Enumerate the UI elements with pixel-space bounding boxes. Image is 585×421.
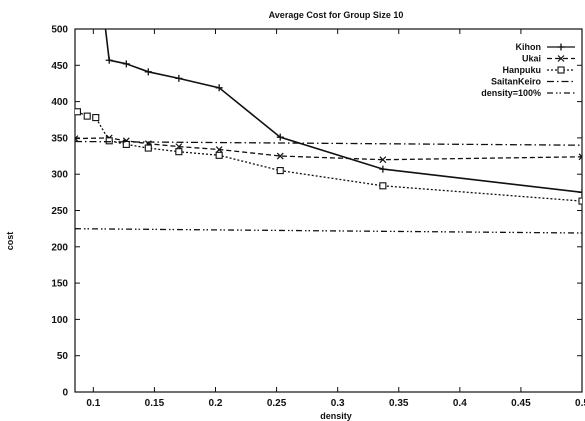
series-layer (75, 29, 582, 234)
legend-label-ukai: Ukai (522, 54, 541, 64)
data-point-kihon (578, 188, 582, 196)
x-tick-label: 0.25 (267, 398, 287, 409)
data-point-hanpuku (75, 108, 81, 116)
data-point-kihon (276, 133, 284, 141)
x-tick-label: 0.35 (389, 398, 409, 409)
data-point-kihon (105, 56, 113, 64)
data-point-kihon (122, 60, 130, 68)
data-point-ukai (578, 153, 582, 161)
x-tick-label: 0.2 (209, 398, 223, 409)
legend-marker-kihon (557, 43, 565, 51)
y-tick-label: 0 (62, 388, 68, 399)
legend-label-kihon: Kihon (516, 42, 542, 52)
x-tick-label: 0.3 (331, 398, 345, 409)
y-tick-label: 100 (51, 315, 68, 326)
data-point-hanpuku (578, 197, 582, 205)
x-tick-label: 0.15 (145, 398, 165, 409)
data-point-kihon (215, 84, 223, 92)
x-tick-label: 0.45 (511, 398, 531, 409)
data-point-hanpuku (276, 167, 284, 175)
data-point-ukai (75, 135, 79, 143)
data-point-hanpuku (379, 182, 387, 190)
x-axis-title: density (320, 411, 352, 421)
y-tick-label: 400 (51, 97, 68, 108)
x-tick-label: 0.1 (86, 398, 100, 409)
data-point-kihon (144, 68, 152, 76)
y-tick-label: 250 (51, 206, 68, 217)
y-tick-label: 350 (51, 133, 68, 144)
data-point-hanpuku (175, 148, 183, 156)
y-tick-label: 300 (51, 170, 68, 181)
data-point-kihon (175, 74, 183, 82)
legend-marker-hanpuku (557, 66, 565, 74)
data-point-hanpuku (122, 140, 130, 148)
data-point-kihon (379, 165, 387, 173)
legend-marker-ukai (557, 55, 565, 62)
data-point-hanpuku (144, 144, 152, 152)
data-point-ukai (215, 146, 223, 153)
x-tick-label: 0.5 (575, 398, 585, 409)
x-tick-label: 0.4 (453, 398, 467, 409)
series-line-kihon (104, 29, 582, 194)
data-point-ukai (379, 156, 387, 164)
y-tick-label: 150 (51, 279, 68, 290)
series-line-saitankeiro (75, 140, 582, 146)
y-axis-title: cost (5, 232, 15, 251)
y-tick-label: 500 (51, 25, 68, 36)
y-tick-label: 50 (57, 351, 69, 362)
chart-title: Average Cost for Group Size 10 (269, 10, 404, 20)
y-tick-label: 450 (51, 61, 68, 72)
data-point-ukai (276, 152, 284, 160)
data-point-hanpuku (105, 137, 113, 145)
series-line-density-100 (75, 228, 582, 234)
axis-layer: 0 50 100 150 200 250 300 350 400 450 500 0.1 0.15 0.2… (51, 25, 585, 410)
y-tick-label: 200 (51, 242, 68, 253)
legend-label-density-100: density=100% (481, 88, 541, 98)
data-point-hanpuku (83, 112, 91, 120)
legend-label-hanpuku: Hanpuku (502, 65, 541, 75)
legend-label-saitankeiro: SaitanKeiro (491, 77, 542, 87)
series-line-hanpuku (77, 111, 582, 202)
data-point-hanpuku (92, 114, 100, 122)
data-point-hanpuku (215, 151, 223, 159)
